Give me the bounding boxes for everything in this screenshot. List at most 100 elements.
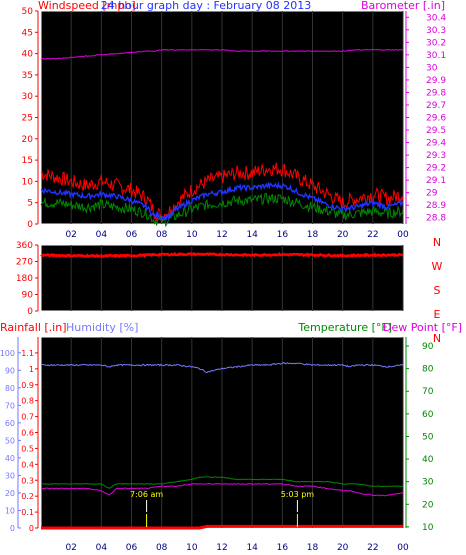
- temp-panel-series: 7:06 am 5:03 pm: [40, 362, 404, 530]
- x-tick-label: 06: [126, 230, 138, 240]
- rainfall-series-line: [41, 524, 403, 530]
- rainfall-tick-label: 0.2: [21, 492, 34, 501]
- humidity-axis-label: Humidity [%]: [66, 321, 138, 334]
- barometer-tick-label: 29.4: [426, 139, 446, 149]
- humidity-tick-label: 100: [0, 349, 15, 358]
- humidity-tick-label: 0: [10, 524, 15, 533]
- humidity-tick-label: 10: [5, 506, 15, 515]
- barometer-tick-label: 29.8: [426, 88, 446, 98]
- humidity-tick-label: 70: [5, 401, 15, 410]
- temperature-tick-label: 90: [422, 342, 434, 352]
- windspeed-tick-label: 5: [27, 199, 33, 209]
- barometer-tick-label: 30: [426, 63, 438, 73]
- barometer-series-line: [40, 48, 404, 60]
- x-tick-label: 22: [367, 230, 378, 240]
- temp-panel-grid: [70, 337, 404, 528]
- avg-series-line: [40, 181, 404, 222]
- compass-label: N: [433, 236, 441, 249]
- compass-label: W: [432, 260, 443, 273]
- dew-point-axis-label: Dew Point [°F]: [383, 321, 462, 334]
- temperature-tick-label: 70: [422, 387, 434, 397]
- barometer-axis-label: Barometer [.in]: [361, 0, 445, 12]
- x-tick-label: 20: [337, 230, 349, 240]
- direction-tick-label: 360: [16, 241, 33, 251]
- x-tick-label: 08: [156, 230, 168, 240]
- x-tick-label: 14: [246, 230, 258, 240]
- humidity-tick-label: 40: [5, 454, 15, 463]
- windspeed-tick-label: 15: [22, 156, 33, 166]
- temperature-axis-label: Temperature [°F]: [297, 321, 392, 334]
- direction-tick-label: 270: [16, 258, 33, 268]
- compass-label: E: [434, 308, 441, 321]
- humidity-tick-label: 20: [5, 489, 15, 498]
- windspeed-tick-label: 10: [22, 177, 34, 187]
- low-series-line: [40, 192, 404, 228]
- rainfall-tick-label: 0.7: [21, 413, 34, 422]
- x-tick-label: 16: [277, 543, 289, 553]
- x-tick-label: 00: [397, 543, 409, 553]
- temperature-tick-label: 10: [422, 523, 434, 533]
- rainfall-tick-label: 0.3: [21, 476, 34, 485]
- windspeed-tick-label: 35: [22, 71, 33, 81]
- x-tick-label: 02: [65, 230, 76, 240]
- compass-label: S: [434, 284, 441, 297]
- temp-panel-axes: 0 10 20 30 40 50 60 70 80 90 100 0 0.1 0.2 0.3 0.4 0.5 0.…: [0, 337, 434, 533]
- rainfall-tick-label: 0: [29, 524, 34, 533]
- rainfall-tick-label: 0.1: [21, 508, 34, 517]
- compass-label: N: [433, 332, 441, 345]
- windspeed-tick-label: 25: [22, 114, 33, 124]
- x-tick-label: 20: [337, 543, 349, 553]
- rainfall-tick-label: 0.5: [21, 444, 34, 453]
- wind-panel-grid: [70, 11, 404, 224]
- windspeed-tick-label: 50: [22, 7, 34, 17]
- gust-series-line: [40, 162, 404, 222]
- barometer-tick-label: 29.6: [426, 114, 446, 124]
- x-tick-label: 10: [186, 230, 198, 240]
- temperature-tick-label: 50: [422, 432, 434, 442]
- wind-panel-series: [40, 48, 404, 228]
- windspeed-tick-label: 45: [22, 28, 33, 38]
- x-tick-label: 00: [397, 230, 409, 240]
- direction-tick-label: 180: [16, 274, 33, 284]
- graph-title: 24 hour graph day : February 08 2013: [101, 0, 312, 12]
- rainfall-tick-label: 1.1: [21, 349, 34, 358]
- wind-panel-axes: 0 5 10 15 20 25 30 35 40 45 50 28.8 28.9 29 29.1 29.2 29…: [22, 7, 447, 230]
- x-tick-label: 08: [156, 543, 168, 553]
- direction-tick-label: 90: [22, 291, 34, 301]
- sun-marker-label: 7:06 am: [130, 490, 163, 499]
- humidity-tick-label: 30: [5, 471, 15, 480]
- x-tick-label: 06: [126, 543, 138, 553]
- x-tick-label: 16: [277, 230, 289, 240]
- humidity-tick-label: 50: [5, 436, 15, 445]
- barometer-tick-label: 29.2: [426, 164, 446, 174]
- x-tick-label: 12: [216, 230, 227, 240]
- x-tick-label: 22: [367, 543, 378, 553]
- temperature-tick-label: 60: [422, 410, 434, 420]
- rain-humidity-temp-panel: 7:06 am 5:03 pm 0 10 20 30 40 50 60 70 80 90 100 0 0.…: [0, 321, 462, 533]
- x-tick-label: 02: [65, 543, 76, 553]
- windspeed-tick-label: 20: [22, 135, 34, 145]
- temperature-series-line: [40, 476, 404, 490]
- temperature-tick-label: 80: [422, 365, 434, 375]
- windspeed-tick-label: 0: [27, 220, 33, 230]
- barometer-tick-label: 28.9: [426, 201, 446, 211]
- humidity-tick-label: 90: [5, 366, 15, 375]
- x-tick-label: 18: [307, 543, 319, 553]
- barometer-tick-label: 30.1: [426, 51, 446, 61]
- x-tick-label: 12: [216, 543, 227, 553]
- barometer-tick-label: 29.3: [426, 151, 446, 161]
- temperature-tick-label: 30: [422, 478, 434, 488]
- barometer-tick-label: 29.7: [426, 101, 446, 111]
- barometer-tick-label: 29.9: [426, 76, 446, 86]
- dew_point-series-line: [40, 482, 404, 497]
- humidity-tick-label: 80: [5, 384, 15, 393]
- x-tick-label: 14: [246, 543, 258, 553]
- barometer-tick-label: 29.1: [426, 176, 446, 186]
- temperature-tick-label: 40: [422, 455, 434, 465]
- barometer-tick-label: 28.8: [426, 214, 446, 224]
- windspeed-tick-label: 30: [22, 92, 34, 102]
- x-tick-label: 04: [96, 230, 108, 240]
- sun-marker-label: 5:03 pm: [281, 490, 315, 499]
